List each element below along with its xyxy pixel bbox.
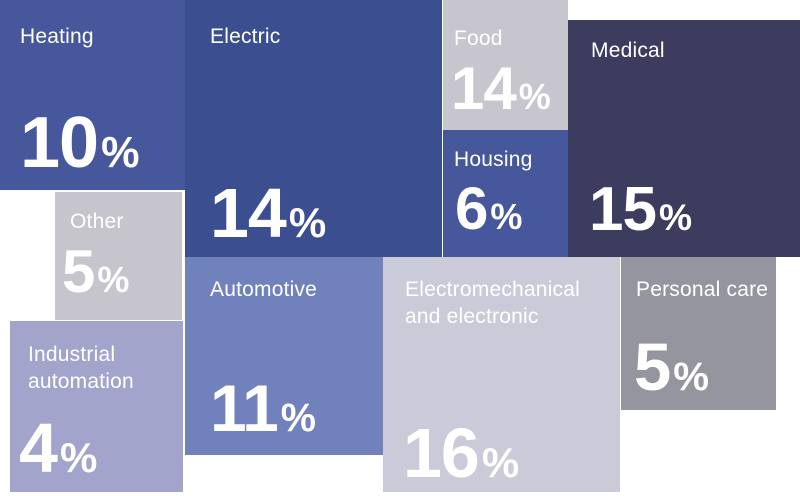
percent-sign: % [280, 395, 316, 440]
tile-industrial-automation-label: Industrial automation [28, 343, 134, 393]
tile-medical-value: 15% [589, 175, 693, 245]
tile-housing-label: Housing [454, 148, 533, 171]
tile-electric: Electric 14% [185, 0, 442, 257]
tile-housing: Housing 6% [443, 130, 568, 257]
tile-automotive-label: Automotive [210, 278, 318, 301]
tile-automotive: Automotive 11% [185, 257, 383, 455]
tile-heating: Heating 10% [0, 0, 185, 190]
percent-sign: % [658, 196, 693, 239]
percent-sign: % [490, 195, 523, 237]
tile-electric-label: Electric [210, 25, 281, 48]
tile-personal-care-value: 5% [634, 330, 709, 406]
percent-sign: % [97, 258, 130, 300]
percent-sign: % [518, 75, 551, 117]
percent-sign: % [288, 199, 327, 247]
tile-medical: Medical 15% [568, 20, 800, 257]
tile-medical-label: Medical [591, 39, 665, 62]
tile-automotive-value: 11% [210, 370, 316, 445]
tile-housing-value: 6% [455, 174, 523, 242]
tile-personal-care-label: Personal care [636, 278, 769, 301]
tile-other-label: Other [70, 210, 124, 233]
tile-food: Food 14% [443, 0, 568, 130]
tile-personal-care: Personal care 5% [621, 257, 776, 410]
tile-electromechanical-electronic-value: 16% [403, 414, 520, 493]
tile-industrial-automation: Industrial automation 4% [10, 321, 183, 492]
percent-sign: % [673, 354, 709, 400]
tile-industrial-automation-value: 4% [19, 409, 98, 488]
percent-sign: % [481, 439, 520, 487]
tile-food-label: Food [454, 27, 503, 50]
tile-electromechanical-electronic: Electromechanical and electronic 16% [383, 257, 620, 492]
tile-heating-label: Heating [20, 25, 94, 48]
tile-other: Other 5% [55, 192, 182, 320]
tile-electric-value: 14% [210, 174, 327, 253]
percent-sign: % [101, 128, 140, 177]
tile-heating-value: 10% [20, 102, 140, 183]
tile-other-value: 5% [62, 237, 130, 305]
tile-food-value: 14% [451, 54, 551, 122]
percent-sign: % [59, 434, 98, 482]
tile-electromechanical-electronic-label: Electromechanical and electronic [405, 278, 580, 328]
